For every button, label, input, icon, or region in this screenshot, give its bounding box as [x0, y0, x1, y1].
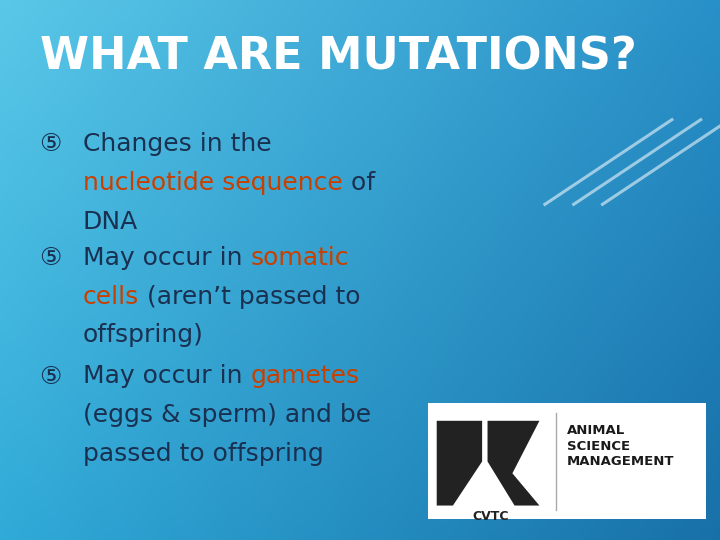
- Text: gametes: gametes: [251, 364, 359, 388]
- Text: CVTC: CVTC: [472, 510, 509, 523]
- Text: WHAT ARE MUTATIONS?: WHAT ARE MUTATIONS?: [40, 35, 636, 78]
- Text: DNA: DNA: [83, 210, 138, 234]
- Text: offspring): offspring): [83, 323, 204, 347]
- Polygon shape: [437, 421, 482, 505]
- Text: cells: cells: [83, 285, 139, 308]
- Text: May occur in: May occur in: [83, 246, 251, 269]
- Text: ⑤: ⑤: [40, 246, 62, 269]
- Text: of: of: [343, 171, 374, 195]
- Text: Changes in the: Changes in the: [83, 132, 271, 156]
- Text: May occur in: May occur in: [83, 364, 251, 388]
- Polygon shape: [487, 421, 539, 505]
- Text: passed to offspring: passed to offspring: [83, 442, 323, 466]
- Text: ⑤: ⑤: [40, 364, 62, 388]
- FancyBboxPatch shape: [428, 403, 706, 519]
- Text: (aren’t passed to: (aren’t passed to: [139, 285, 361, 308]
- Text: (eggs & sperm) and be: (eggs & sperm) and be: [83, 403, 371, 427]
- Text: somatic: somatic: [251, 246, 348, 269]
- Text: nucleotide sequence: nucleotide sequence: [83, 171, 343, 195]
- Text: ANIMAL
SCIENCE
MANAGEMENT: ANIMAL SCIENCE MANAGEMENT: [567, 424, 675, 468]
- Text: ⑤: ⑤: [40, 132, 62, 156]
